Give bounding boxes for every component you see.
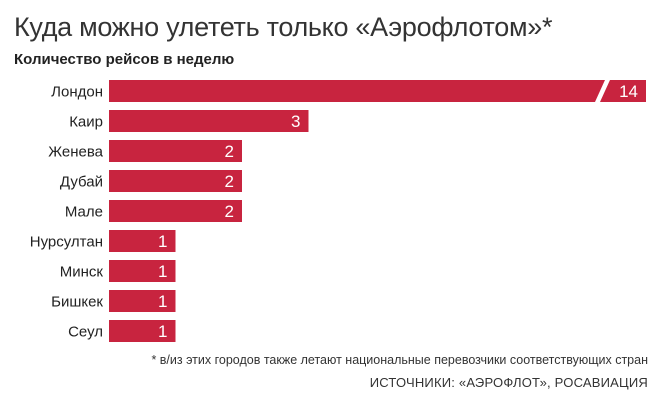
bar [109,290,176,312]
category-label: Мале [65,204,103,221]
category-label: Женева [48,144,103,161]
value-label: 14 [619,82,638,101]
chart-title: Куда можно улететь только «Аэрофлотом»* [14,12,553,42]
bar [109,170,242,192]
value-label: 2 [225,202,234,221]
chart-subtitle: Количество рейсов в неделю [14,51,235,68]
bar [109,140,242,162]
category-label: Минск [60,264,104,281]
category-label: Сеул [68,324,103,341]
value-label: 2 [225,172,234,191]
sources-line: ИСТОЧНИКИ: «АЭРОФЛОТ», РОСАВИАЦИЯ [369,375,648,390]
footnote: * в/из этих городов также летают национа… [151,353,648,367]
bar [109,110,309,132]
bar [109,80,646,102]
value-label: 1 [158,292,167,311]
category-label: Дубай [60,174,103,191]
bar [109,260,176,282]
category-label: Бишкек [51,294,103,311]
bar [109,200,242,222]
category-label: Лондон [51,84,103,101]
value-label: 1 [158,262,167,281]
axis-break-mark [594,80,610,102]
bar [109,320,176,342]
value-label: 2 [225,142,234,161]
category-label: Нурсултан [30,234,103,251]
category-label: Каир [69,114,103,131]
value-label: 3 [291,112,300,131]
bar [109,230,176,252]
value-label: 1 [158,322,167,341]
value-label: 1 [158,232,167,251]
